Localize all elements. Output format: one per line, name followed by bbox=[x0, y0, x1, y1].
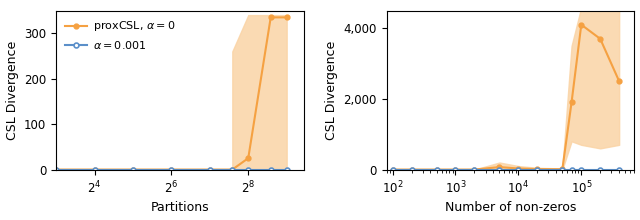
Line: proxCSL, $\alpha = 0$: proxCSL, $\alpha = 0$ bbox=[54, 15, 289, 172]
proxCSL, $\alpha = 0$ bbox=[228, 168, 236, 171]
proxCSL, $\alpha = 0$ bbox=[129, 168, 137, 171]
Y-axis label: CSL Divergence: CSL Divergence bbox=[6, 40, 19, 140]
$\alpha = 0.001$ bbox=[206, 168, 214, 171]
proxCSL, $\alpha = 0$ bbox=[91, 168, 99, 171]
proxCSL, $\alpha = 0$ bbox=[52, 168, 60, 171]
proxCSL, $\alpha = 0$ bbox=[244, 157, 252, 160]
proxCSL, $\alpha = 0$ bbox=[168, 168, 175, 171]
proxCSL, $\alpha = 0$ bbox=[267, 16, 275, 19]
$\alpha = 0.001$ bbox=[91, 168, 99, 171]
X-axis label: Partitions: Partitions bbox=[151, 202, 209, 214]
$\alpha = 0.001$ bbox=[52, 168, 60, 171]
Line: $\alpha = 0.001$: $\alpha = 0.001$ bbox=[54, 167, 289, 172]
$\alpha = 0.001$ bbox=[129, 168, 137, 171]
$\alpha = 0.001$ bbox=[244, 168, 252, 171]
$\alpha = 0.001$ bbox=[168, 168, 175, 171]
proxCSL, $\alpha = 0$ bbox=[283, 16, 291, 19]
Legend: proxCSL, $\alpha = 0$, $\alpha = 0.001$: proxCSL, $\alpha = 0$, $\alpha = 0.001$ bbox=[61, 16, 179, 54]
proxCSL, $\alpha = 0$ bbox=[206, 168, 214, 171]
Y-axis label: CSL Divergence: CSL Divergence bbox=[325, 40, 338, 140]
$\alpha = 0.001$ bbox=[283, 168, 291, 171]
X-axis label: Number of non-zeros: Number of non-zeros bbox=[445, 202, 576, 214]
$\alpha = 0.001$ bbox=[267, 168, 275, 171]
$\alpha = 0.001$ bbox=[228, 168, 236, 171]
